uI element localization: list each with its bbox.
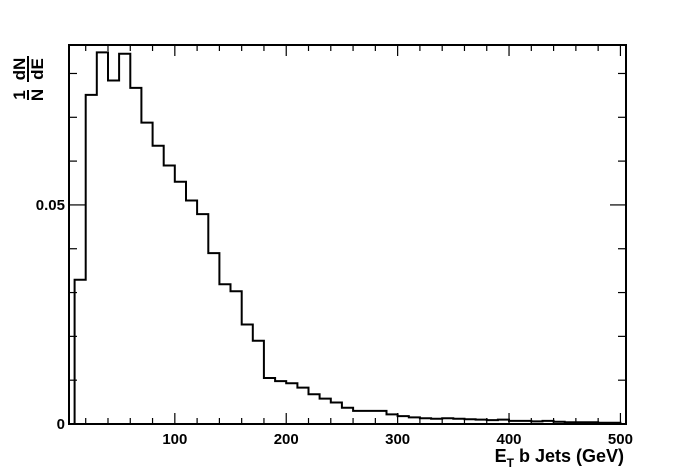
y-axis-title-denominator-left: N [28, 89, 47, 101]
y-tick-label: 0.05 [36, 197, 65, 214]
x-tick-label: 200 [274, 431, 299, 448]
y-axis-title: 1 N dN dE [10, 56, 47, 101]
x-tick-label: 100 [162, 431, 187, 448]
y-axis-title-denominator-right: dE [28, 58, 47, 80]
y-axis-title-numerator-right: dN [10, 58, 29, 81]
x-ticks [85, 45, 622, 424]
x-axis-title-subscript: T [507, 456, 515, 470]
x-axis-title: ET b Jets (GeV) [495, 446, 624, 470]
x-tick-labels: 100 200 300 400 500 [162, 431, 633, 448]
x-tick-label: 400 [497, 431, 522, 448]
y-tick-label: 0 [57, 416, 65, 433]
x-tick-label: 500 [608, 431, 633, 448]
plot-frame [68, 44, 627, 425]
y-axis-title-numerator-left: 1 [10, 90, 29, 99]
x-tick-label: 300 [385, 431, 410, 448]
histogram-series [73, 51, 622, 424]
y-ticks [69, 72, 626, 381]
y-tick-labels: 00.05 [36, 197, 65, 433]
